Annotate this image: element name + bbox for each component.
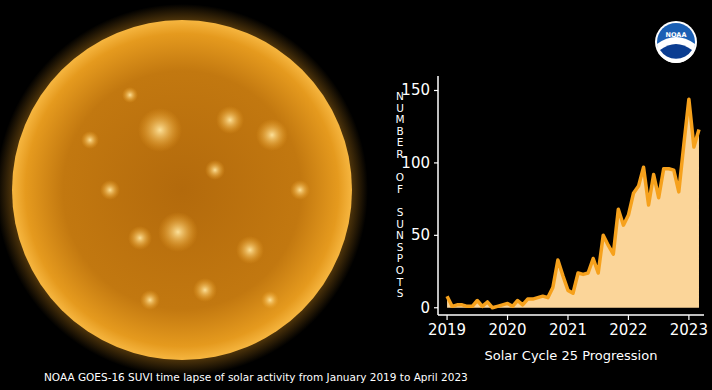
plot-area bbox=[447, 99, 699, 308]
x-axis-title: Solar Cycle 25 Progression bbox=[485, 348, 658, 363]
x-tick bbox=[446, 315, 447, 320]
active-region bbox=[290, 180, 310, 200]
active-region bbox=[193, 278, 217, 302]
active-region bbox=[122, 87, 138, 103]
x-tick-label: 2020 bbox=[488, 321, 526, 339]
active-region bbox=[158, 212, 198, 252]
x-tick-label: 2021 bbox=[549, 321, 587, 339]
x-tick-label: 2022 bbox=[609, 321, 647, 339]
sun-glow bbox=[0, 4, 368, 376]
sun-disk bbox=[12, 20, 352, 360]
area-line bbox=[447, 99, 699, 308]
y-tick-label: 0 bbox=[420, 299, 430, 317]
x-tick bbox=[567, 315, 568, 320]
y-tick-label: 50 bbox=[411, 226, 430, 244]
active-region bbox=[128, 226, 152, 250]
x-tick-label: 2019 bbox=[428, 321, 466, 339]
y-tick-label: 150 bbox=[401, 81, 430, 99]
sun-image bbox=[0, 4, 368, 376]
active-region bbox=[256, 119, 288, 151]
active-region bbox=[236, 236, 264, 264]
noaa-logo: NOAA bbox=[655, 21, 697, 63]
active-region bbox=[205, 160, 225, 180]
active-region bbox=[81, 131, 99, 149]
y-axis bbox=[437, 76, 439, 315]
y-tick bbox=[434, 235, 438, 236]
active-region bbox=[216, 106, 244, 134]
x-tick bbox=[688, 315, 689, 320]
x-tick bbox=[507, 315, 508, 320]
active-region bbox=[140, 290, 160, 310]
y-tick bbox=[434, 162, 438, 163]
y-tick bbox=[434, 90, 438, 91]
active-region bbox=[261, 291, 279, 309]
active-region bbox=[100, 180, 120, 200]
x-tick-label: 2023 bbox=[670, 321, 708, 339]
logo-wave bbox=[657, 37, 695, 63]
caption: NOAA GOES-16 SUVI time lapse of solar ac… bbox=[44, 371, 468, 383]
logo-text: NOAA bbox=[666, 31, 687, 39]
area-fill bbox=[447, 99, 699, 308]
x-tick bbox=[628, 315, 629, 320]
y-axis-title: NUMBER OF SUNSPOTS bbox=[395, 90, 404, 299]
logo-ring bbox=[655, 21, 697, 63]
y-tick bbox=[434, 307, 438, 308]
y-tick-label: 100 bbox=[401, 154, 430, 172]
active-region bbox=[138, 108, 182, 152]
logo-wave-inner bbox=[660, 44, 692, 59]
x-axis bbox=[438, 314, 704, 316]
